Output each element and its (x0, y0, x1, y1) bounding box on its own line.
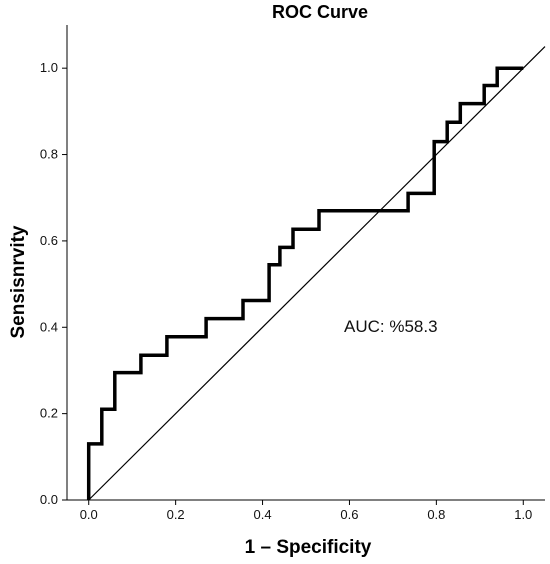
y-tick-label: 0.4 (40, 319, 58, 334)
auc-annotation: AUC: %58.3 (344, 317, 438, 336)
y-axis-ticks: 0.0 0.2 0.4 0.6 0.8 1.0 (40, 60, 67, 507)
chart-title: ROC Curve (272, 2, 368, 22)
y-tick-label: 0.0 (40, 492, 58, 507)
y-tick-label: 0.2 (40, 406, 58, 421)
y-tick-label: 1.0 (40, 60, 58, 75)
y-tick-label: 0.6 (40, 233, 58, 248)
y-tick-label: 0.8 (40, 147, 58, 162)
x-tick-label: 1.0 (514, 507, 532, 522)
x-tick-label: 0.2 (167, 507, 185, 522)
x-tick-label: 0.4 (254, 507, 272, 522)
plot-area (66, 25, 546, 501)
x-tick-label: 0.6 (340, 507, 358, 522)
roc-curve-line (86, 66, 524, 500)
y-axis-title: Sensisnrvity (8, 225, 29, 338)
x-axis-ticks: 0.0 0.2 0.4 0.6 0.8 1.0 (80, 500, 532, 522)
x-tick-label: 0.8 (427, 507, 445, 522)
x-axis-title: 1 – Specificity (245, 537, 372, 558)
reference-diagonal-line (88, 46, 546, 501)
x-tick-label: 0.0 (80, 507, 98, 522)
